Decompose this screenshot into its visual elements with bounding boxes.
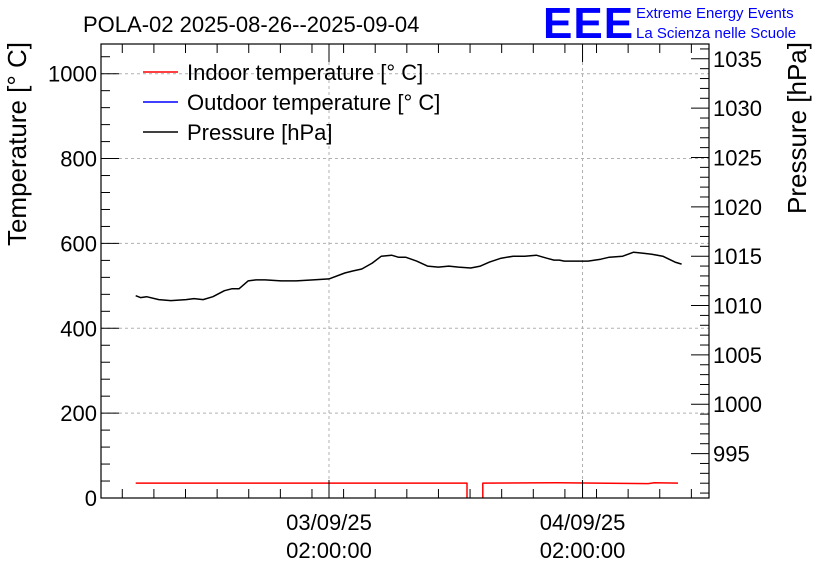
series-line-indoor: [482, 481, 679, 498]
y-tick-label: 1000: [48, 62, 97, 87]
y-tick-label: 0: [85, 486, 97, 511]
legend-label-indoor: Indoor temperature [° C]: [187, 60, 423, 85]
y2-tick-label: 1010: [713, 294, 762, 319]
y2-tick-label: 1000: [713, 392, 762, 417]
ticks: [101, 44, 709, 499]
y2-axis-title: Pressure [hPa]: [782, 42, 812, 214]
eee-logo: EEE Extreme Energy Events La Scienza nel…: [543, 0, 796, 48]
x-tick-label-time: 02:00:00: [540, 538, 626, 563]
x-tick-label-date: 04/09/25: [540, 510, 626, 535]
tick-labels: 0 200 400 600 800 1000 995 1000 1005 1010 1015 1020…: [48, 47, 762, 563]
logo-line-2: La Scienza nelle Scuole: [636, 25, 796, 42]
y-tick-label: 200: [60, 401, 97, 426]
y2-tick-label: 1035: [713, 47, 762, 72]
y-tick-label: 400: [60, 316, 97, 341]
y2-tick-label: 1015: [713, 244, 762, 269]
plot-frame: [100, 43, 710, 499]
y2-tick-label: 1025: [713, 146, 762, 171]
chart-title: POLA-02 2025-08-26--2025-09-04: [83, 12, 419, 37]
y-tick-label: 600: [60, 231, 97, 256]
legend-label-pressure: Pressure [hPa]: [187, 120, 333, 145]
legend-label-outdoor: Outdoor temperature [° C]: [187, 90, 440, 115]
logo-letters: EEE: [543, 0, 634, 48]
x-tick-label-date: 03/09/25: [286, 510, 372, 535]
y-axis-title: Temperature [° C]: [2, 42, 32, 246]
logo-line-1: Extreme Energy Events: [636, 5, 794, 22]
series: [135, 251, 682, 498]
x-tick-label-time: 02:00:00: [286, 538, 372, 563]
y2-tick-label: 1005: [713, 343, 762, 368]
y-tick-label: 800: [60, 147, 97, 172]
y2-tick-label: 1030: [713, 96, 762, 121]
grid: [101, 44, 709, 498]
series-line-indoor: [135, 482, 468, 498]
y2-tick-label: 1020: [713, 195, 762, 220]
y2-tick-label: 995: [713, 442, 750, 467]
legend: Indoor temperature [° C] Outdoor tempera…: [143, 60, 440, 145]
series-line-pressure: [135, 251, 682, 302]
